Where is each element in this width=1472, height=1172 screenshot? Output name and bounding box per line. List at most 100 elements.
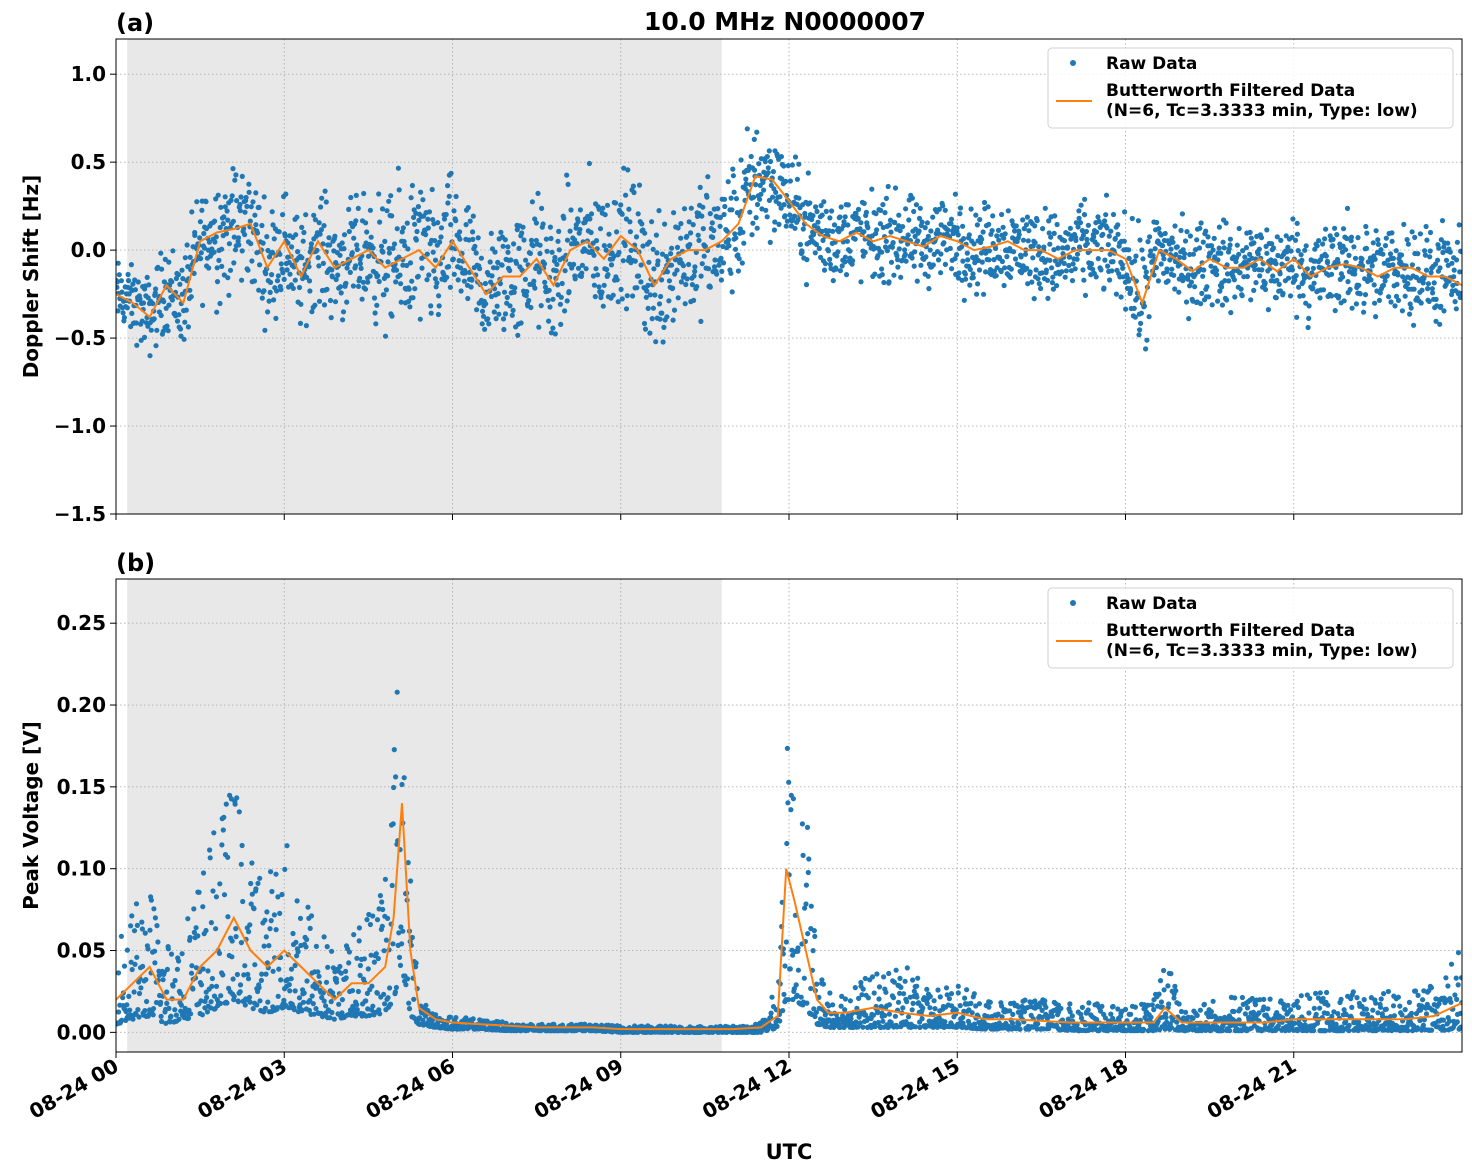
raw-data-point xyxy=(614,277,620,283)
raw-data-point xyxy=(1295,1004,1301,1011)
raw-data-point xyxy=(554,261,560,267)
raw-data-point xyxy=(1140,1026,1147,1032)
raw-data-point xyxy=(216,950,223,957)
raw-data-point xyxy=(309,993,315,999)
raw-data-point xyxy=(1210,998,1216,1004)
raw-data-point xyxy=(957,205,964,211)
raw-data-point xyxy=(1131,305,1137,311)
raw-data-point xyxy=(938,270,944,276)
raw-data-point xyxy=(675,295,681,301)
raw-data-point xyxy=(253,222,259,228)
raw-data-point xyxy=(897,990,903,996)
raw-data-point xyxy=(610,292,616,298)
raw-data-point xyxy=(1373,228,1379,234)
raw-data-point xyxy=(1165,278,1171,284)
raw-data-point xyxy=(391,241,398,247)
raw-data-point xyxy=(1181,255,1187,261)
raw-data-point xyxy=(878,1003,884,1010)
raw-data-point xyxy=(1273,295,1279,301)
raw-data-point xyxy=(1433,318,1439,324)
raw-data-point xyxy=(1058,1005,1064,1012)
raw-data-point xyxy=(435,220,441,226)
raw-data-point xyxy=(367,273,373,279)
raw-data-point xyxy=(172,1007,178,1013)
raw-data-point xyxy=(413,960,419,966)
raw-data-point xyxy=(292,988,298,994)
raw-data-point xyxy=(311,1011,317,1017)
raw-data-point xyxy=(914,994,920,1000)
raw-data-point xyxy=(391,784,397,791)
raw-data-point xyxy=(770,194,776,200)
raw-data-point xyxy=(783,223,789,229)
raw-data-point xyxy=(739,260,745,266)
raw-data-point xyxy=(432,238,438,244)
raw-data-point xyxy=(134,954,140,960)
raw-data-point xyxy=(882,210,888,216)
raw-data-point xyxy=(237,208,243,214)
raw-data-point xyxy=(247,218,253,224)
raw-data-point xyxy=(402,243,408,249)
raw-data-point xyxy=(250,1006,256,1012)
raw-data-point xyxy=(321,998,327,1004)
raw-data-point xyxy=(367,207,373,213)
raw-data-point xyxy=(354,1002,360,1008)
raw-data-point xyxy=(351,235,357,241)
raw-data-point xyxy=(1311,1028,1317,1034)
raw-data-point xyxy=(1258,235,1265,241)
raw-data-point xyxy=(267,289,273,295)
raw-data-point xyxy=(248,204,254,210)
raw-data-point xyxy=(1375,237,1381,243)
raw-data-point xyxy=(960,223,966,229)
raw-data-point xyxy=(437,239,443,245)
raw-data-point xyxy=(1450,282,1456,288)
raw-data-point xyxy=(1299,257,1305,263)
raw-data-point xyxy=(957,211,963,217)
raw-data-point xyxy=(776,221,782,227)
raw-data-point xyxy=(396,187,402,193)
raw-data-point xyxy=(232,247,239,253)
raw-data-point xyxy=(1427,254,1433,260)
raw-data-point xyxy=(1078,202,1084,208)
raw-data-point xyxy=(531,278,537,284)
raw-data-point xyxy=(1264,227,1270,233)
raw-data-point xyxy=(894,253,900,259)
raw-data-point xyxy=(239,277,245,283)
raw-data-point xyxy=(712,257,718,263)
raw-data-point xyxy=(855,206,862,212)
raw-data-point xyxy=(236,242,242,248)
raw-data-point xyxy=(738,157,744,163)
raw-data-point xyxy=(165,328,171,334)
raw-data-point xyxy=(635,211,641,217)
raw-data-point xyxy=(1257,997,1263,1003)
raw-data-point xyxy=(827,215,833,221)
raw-data-point xyxy=(1102,1015,1108,1021)
raw-data-point xyxy=(536,324,542,330)
raw-data-point xyxy=(242,209,248,215)
raw-data-point xyxy=(361,956,367,962)
raw-data-point xyxy=(1180,247,1186,253)
raw-data-point xyxy=(337,963,343,970)
raw-data-point xyxy=(955,232,961,238)
raw-data-point xyxy=(1219,1028,1225,1034)
raw-data-point xyxy=(482,280,488,287)
raw-data-point xyxy=(821,267,828,273)
raw-data-point xyxy=(572,237,578,243)
raw-data-point xyxy=(1163,1014,1169,1021)
raw-data-point xyxy=(1059,269,1065,275)
raw-data-point xyxy=(297,320,304,326)
raw-data-point xyxy=(1454,239,1460,245)
raw-data-point xyxy=(377,219,383,225)
raw-data-point xyxy=(886,1011,893,1017)
raw-data-point xyxy=(916,215,923,221)
raw-data-point xyxy=(1317,1005,1323,1011)
raw-data-point xyxy=(287,271,293,277)
raw-data-point xyxy=(307,997,313,1004)
raw-data-point xyxy=(634,285,640,291)
raw-data-point xyxy=(198,256,204,262)
raw-data-point xyxy=(341,246,347,252)
raw-data-point xyxy=(500,316,507,322)
raw-data-point xyxy=(213,196,219,202)
raw-data-point xyxy=(646,239,653,245)
raw-data-point xyxy=(962,271,969,277)
raw-data-point xyxy=(987,267,994,273)
